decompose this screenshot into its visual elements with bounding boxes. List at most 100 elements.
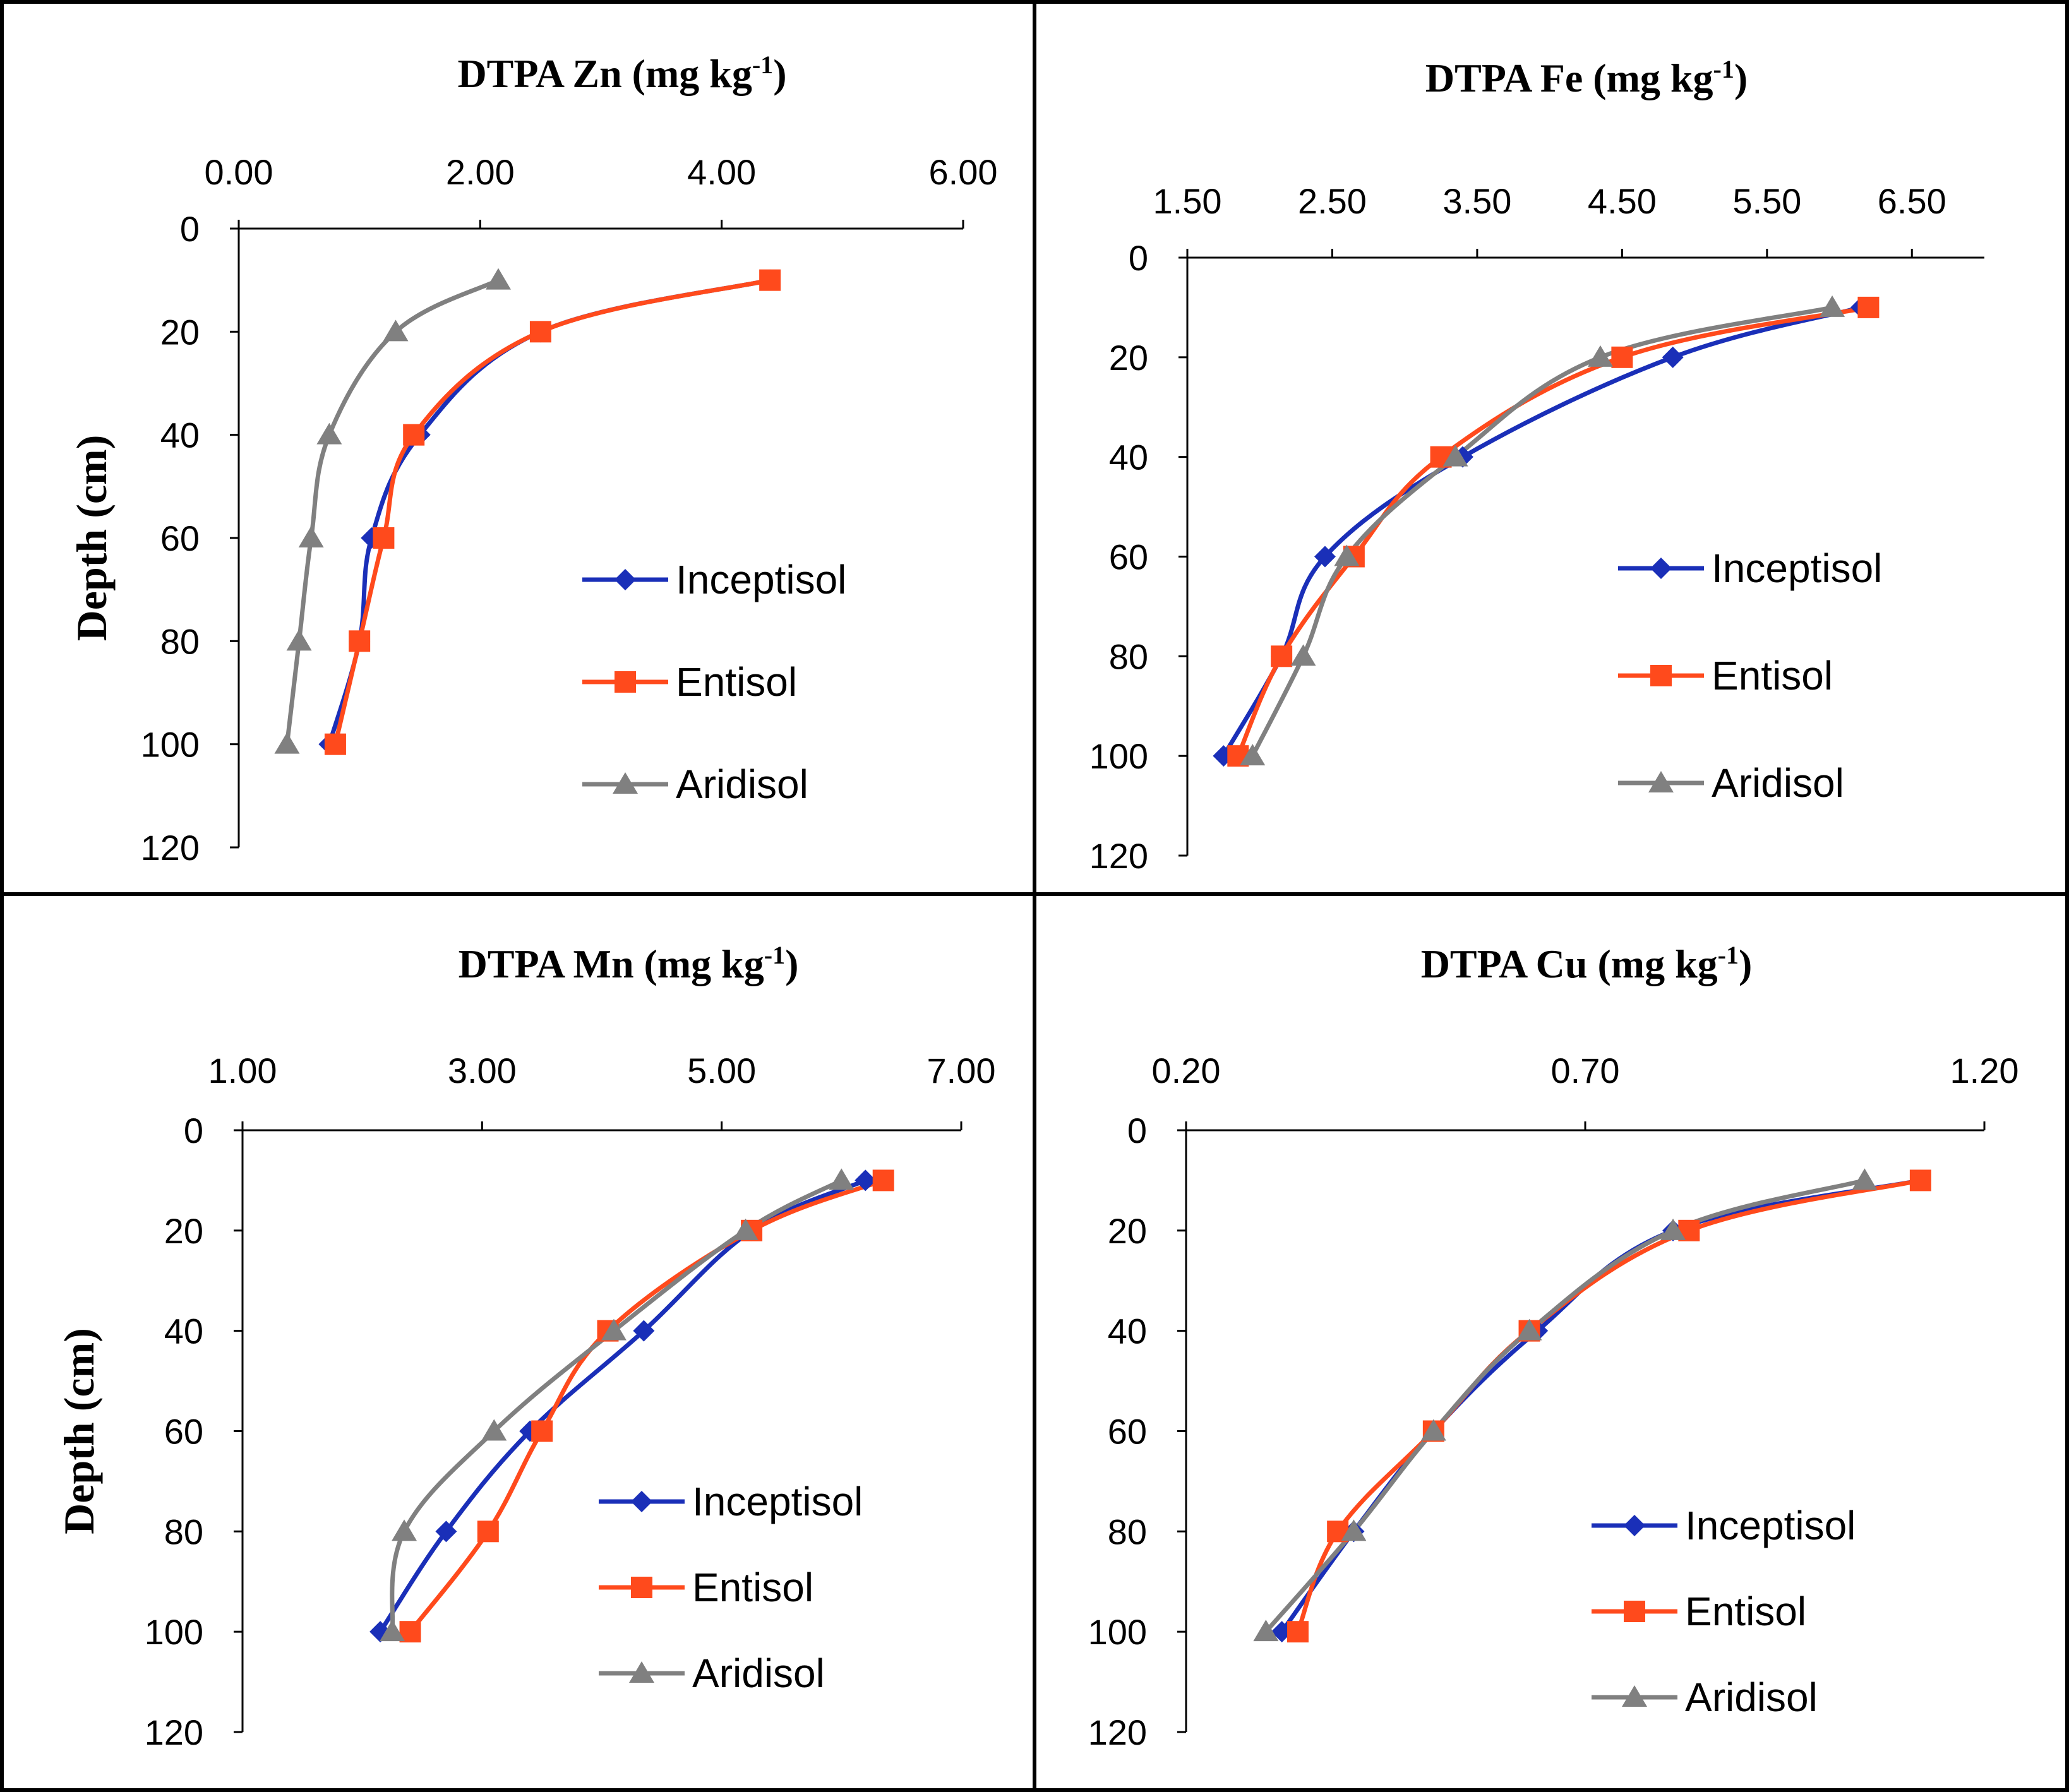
legend-label: Aridisol [676, 762, 808, 807]
y-tick-label: 0 [1129, 238, 1148, 278]
legend-label: Inceptisol [1685, 1503, 1856, 1548]
data-point-entisol [529, 321, 551, 343]
y-tick-label: 100 [1088, 1612, 1147, 1652]
y-tick-label: 80 [1108, 1512, 1147, 1551]
data-point-aridisol [1290, 644, 1316, 666]
panel-cu: DTPA Cu (mg kg-1) 0.20 0.70 1.20 0 20 40 60 80 10… [1088, 941, 2019, 1752]
x-tick-label: 0.20 [1152, 1051, 1221, 1090]
data-point-aridisol [286, 629, 312, 651]
legend-marker [613, 772, 638, 794]
data-point-entisol [349, 630, 371, 652]
y-tick-label: 20 [164, 1211, 203, 1251]
legend-marker [629, 1661, 654, 1683]
chart-title: DTPA Zn (mg kg-1) [457, 51, 786, 96]
y-tick-label: 80 [164, 1512, 203, 1551]
legend-item-entisol: Entisol [1592, 1589, 1806, 1634]
series-line-aridisol [390, 1178, 843, 1632]
legend-label: Entisol [692, 1565, 813, 1610]
y-tick-label: 80 [160, 621, 200, 661]
y-axis-label: Depth (cm) [55, 1328, 103, 1534]
data-point-entisol [1909, 1169, 1931, 1192]
data-point-aridisol [383, 320, 409, 342]
legend-label: Inceptisol [692, 1479, 863, 1524]
y-tick-label: 60 [1109, 537, 1148, 577]
legend-marker [615, 671, 636, 693]
x-tick-label: 1.00 [208, 1051, 277, 1090]
chart-title: DTPA Fe (mg kg-1) [1425, 55, 1748, 100]
legend-item-entisol: Entisol [599, 1565, 813, 1610]
x-tick-label: 5.00 [687, 1051, 756, 1090]
y-axis-label: Depth (cm) [68, 435, 116, 642]
legend-marker [631, 1491, 652, 1512]
data-point-aridisol [1420, 1419, 1446, 1441]
y-tick-label: 0 [184, 1111, 203, 1150]
data-point-aridisol [1516, 1318, 1542, 1341]
panel-fe: DTPA Fe (mg kg-1) 1.50 2.50 3.50 4.50 5.50 6.5… [1089, 55, 1984, 876]
legend-label: Entisol [1685, 1589, 1806, 1634]
data-point-aridisol [1820, 295, 1845, 317]
panel-zn: DTPA Zn (mg kg-1) 0.00 2.00 4.00 6.00 0 20 40 60… [68, 51, 998, 868]
data-point-inceptisol [1662, 346, 1684, 368]
data-point-aridisol [486, 268, 512, 290]
legend-item-aridisol: Aridisol [599, 1651, 825, 1696]
data-point-entisol [1857, 296, 1880, 318]
legend-item-aridisol: Aridisol [1618, 760, 1844, 806]
data-point-entisol [403, 424, 425, 446]
legend-item-entisol: Entisol [1618, 653, 1833, 698]
data-point-entisol [872, 1169, 894, 1192]
legend-marker [1648, 771, 1674, 792]
legend-marker [1650, 665, 1672, 686]
data-point-aridisol [601, 1318, 627, 1341]
legend-marker [1624, 1601, 1645, 1622]
data-point-aridisol [733, 1218, 759, 1240]
legend-marker [615, 569, 636, 590]
legend-item-inceptisol: Inceptisol [1618, 546, 1882, 591]
legend-label: Entisol [1712, 653, 1833, 698]
series-line-entisol [1295, 1178, 1921, 1633]
x-tick-label: 6.00 [929, 152, 998, 192]
legend-item-aridisol: Aridisol [1592, 1675, 1818, 1720]
series-line-aridisol [1264, 1178, 1866, 1634]
x-tick-label: 1.50 [1153, 181, 1222, 221]
y-tick-label: 120 [1089, 836, 1148, 876]
x-tick-label: 0.00 [205, 152, 273, 192]
y-tick-label: 60 [1108, 1412, 1147, 1452]
y-tick-label: 100 [1089, 736, 1148, 776]
data-point-aridisol [274, 732, 300, 754]
data-point-aridisol [1341, 1519, 1367, 1541]
y-tick-label: 120 [141, 828, 200, 868]
chart-title: DTPA Cu (mg kg-1) [1421, 941, 1753, 986]
x-tick-label: 1.20 [1950, 1051, 2019, 1090]
data-point-inceptisol [1314, 546, 1336, 568]
x-tick-label: 2.00 [446, 152, 515, 192]
y-tick-label: 40 [1108, 1311, 1147, 1351]
x-tick-label: 2.50 [1298, 181, 1367, 221]
data-point-aridisol [829, 1168, 855, 1190]
x-tick-label: 3.00 [448, 1051, 517, 1090]
legend-item-inceptisol: Inceptisol [1592, 1503, 1856, 1548]
series-line-inceptisol [1280, 1178, 1921, 1634]
legend-item-aridisol: Aridisol [582, 762, 808, 807]
legend-marker [1650, 558, 1672, 579]
y-tick-label: 80 [1109, 636, 1148, 676]
data-point-entisol [1611, 346, 1633, 368]
x-tick-label: 6.50 [1878, 181, 1946, 221]
x-tick-label: 5.50 [1732, 181, 1801, 221]
y-tick-label: 0 [180, 209, 200, 249]
data-point-entisol [1271, 645, 1293, 667]
legend-item-entisol: Entisol [582, 659, 797, 705]
y-tick-label: 120 [1088, 1712, 1147, 1752]
data-point-aridisol [1442, 445, 1468, 467]
legend-item-inceptisol: Inceptisol [599, 1479, 863, 1524]
legend-marker [1624, 1515, 1645, 1536]
legend-label: Aridisol [692, 1651, 825, 1696]
data-point-aridisol [481, 1419, 507, 1441]
data-point-inceptisol [435, 1520, 457, 1543]
data-point-entisol [531, 1420, 553, 1442]
y-tick-label: 60 [164, 1412, 203, 1452]
y-tick-label: 100 [141, 725, 200, 765]
data-point-entisol [324, 733, 346, 755]
series-line-entisol [408, 1178, 884, 1634]
data-point-entisol [477, 1520, 499, 1543]
